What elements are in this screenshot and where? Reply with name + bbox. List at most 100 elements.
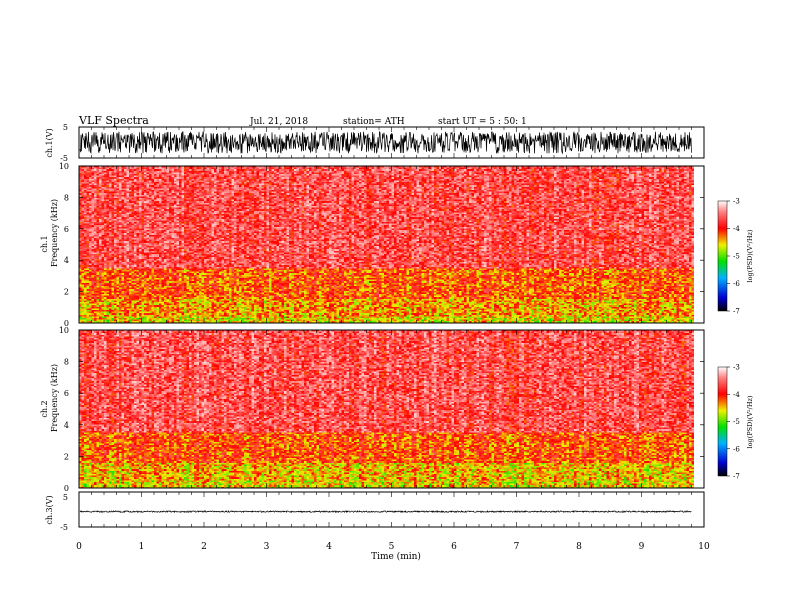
spectrogram-cell xyxy=(159,199,162,202)
spectrogram-cell xyxy=(94,170,97,173)
spectrogram-cell xyxy=(181,180,185,183)
spectrogram-cell xyxy=(104,217,107,219)
spectrogram-cell xyxy=(136,289,140,291)
spectrogram-cell xyxy=(189,316,192,319)
spectrogram-cell xyxy=(166,178,170,181)
spectrogram-cell xyxy=(144,201,147,203)
spectrogram-cell xyxy=(129,276,132,279)
spectrogram-cell xyxy=(86,190,90,192)
spectrogram-cell xyxy=(144,185,147,187)
spectrogram-cell xyxy=(126,182,130,184)
spectrogram-cell xyxy=(151,218,155,221)
spectrogram-cell xyxy=(189,182,192,184)
spectrogram-cell xyxy=(114,294,117,296)
spectrogram-cell xyxy=(121,190,125,192)
spectrogram-cell xyxy=(79,226,82,229)
spectrogram-cell xyxy=(131,303,135,306)
spectrogram-cell xyxy=(176,174,180,176)
spectrogram-cell xyxy=(186,188,190,191)
spectrogram-cell xyxy=(199,278,202,280)
spectrogram-cell xyxy=(194,302,197,304)
spectrogram-cell xyxy=(139,294,142,296)
spectrogram-cell xyxy=(86,308,90,311)
spectrogram-cell xyxy=(79,246,82,248)
spectrogram-cell xyxy=(79,257,82,259)
spectrogram-cell xyxy=(146,318,150,320)
spectrogram-cell xyxy=(104,244,107,247)
spectrogram-cell xyxy=(136,178,140,181)
spectrogram-cell xyxy=(114,199,117,202)
spectrogram-cell xyxy=(191,266,195,269)
spectrogram-cell xyxy=(131,193,135,195)
spectrogram-cell xyxy=(176,194,180,197)
spectrogram-cell xyxy=(186,314,190,317)
spectrogram-cell xyxy=(184,201,187,203)
spectrogram-cell xyxy=(119,202,122,205)
spectrogram-cell xyxy=(196,306,200,309)
spectrogram-cell xyxy=(149,249,152,251)
spectrogram-cell xyxy=(159,278,162,280)
spectrogram-cell xyxy=(124,319,127,322)
spectrogram-cell xyxy=(174,268,177,271)
spectrogram-cell xyxy=(124,274,127,277)
spectrogram-cell xyxy=(121,174,125,176)
spectrogram-cell xyxy=(191,305,195,307)
spectrogram-cell xyxy=(184,212,187,215)
spectrogram-cell xyxy=(151,306,155,309)
spectrogram-cell xyxy=(104,305,107,307)
spectrogram-cell xyxy=(104,286,107,288)
spectrogram-cell xyxy=(89,310,92,312)
spectrogram-cell xyxy=(179,236,182,239)
spectrogram-cell xyxy=(199,276,202,279)
spectrogram-cell xyxy=(189,228,192,231)
spectrogram-cell xyxy=(116,273,120,275)
spectrogram-cell xyxy=(126,266,130,269)
spectrogram-cell xyxy=(141,185,145,187)
spectrogram-cell xyxy=(139,311,142,314)
spectrogram-cell xyxy=(111,188,115,191)
spectrogram-cell xyxy=(81,244,85,247)
spectrogram-cell xyxy=(114,244,117,247)
spectrogram-cell xyxy=(156,306,160,309)
spectrogram-cell xyxy=(94,196,97,199)
spectrogram-cell xyxy=(116,167,120,170)
spectrogram-cell xyxy=(186,239,190,242)
spectrogram-cell xyxy=(181,292,185,295)
spectrogram-cell xyxy=(86,303,90,306)
spectrogram-cell xyxy=(171,311,175,314)
spectrogram-cell xyxy=(181,167,185,170)
spectrogram-cell xyxy=(99,276,102,279)
spectrogram-cell xyxy=(106,180,110,183)
spectrogram-cell xyxy=(156,300,160,303)
spectrogram-cell xyxy=(119,180,122,183)
spectrogram-cell xyxy=(101,225,105,227)
spectrogram-cell xyxy=(81,166,85,168)
spectrogram-cell xyxy=(136,244,140,247)
spectrogram-cell xyxy=(189,287,192,290)
spectrogram-cell xyxy=(171,204,175,207)
spectrogram-cell xyxy=(169,260,172,263)
spectrogram-cell xyxy=(184,297,187,299)
spectrogram-cell xyxy=(94,257,97,259)
spectrogram-cell xyxy=(169,279,172,282)
spectrogram-cell xyxy=(104,319,107,322)
spectrogram-cell xyxy=(111,218,115,221)
spectrogram-cell xyxy=(164,260,167,263)
spectrogram-cell xyxy=(184,318,187,320)
spectrogram-cell xyxy=(134,170,137,173)
spectrogram-cell xyxy=(189,302,192,304)
spectrogram-cell xyxy=(154,167,157,170)
spectrogram-cell xyxy=(164,242,167,245)
spectrogram-cell xyxy=(204,198,207,200)
spectrogram-cell xyxy=(176,257,180,259)
spectrogram-cell xyxy=(81,199,85,202)
spectrogram-cell xyxy=(149,234,152,237)
spectrogram-cell xyxy=(134,188,137,191)
spectrogram-cell xyxy=(99,170,102,173)
spectrogram-cell xyxy=(146,220,150,223)
spectrogram-cell xyxy=(166,207,170,210)
spectrogram-cell xyxy=(174,297,177,299)
spectrogram-cell xyxy=(126,204,130,207)
spectrogram-cell xyxy=(161,290,165,293)
